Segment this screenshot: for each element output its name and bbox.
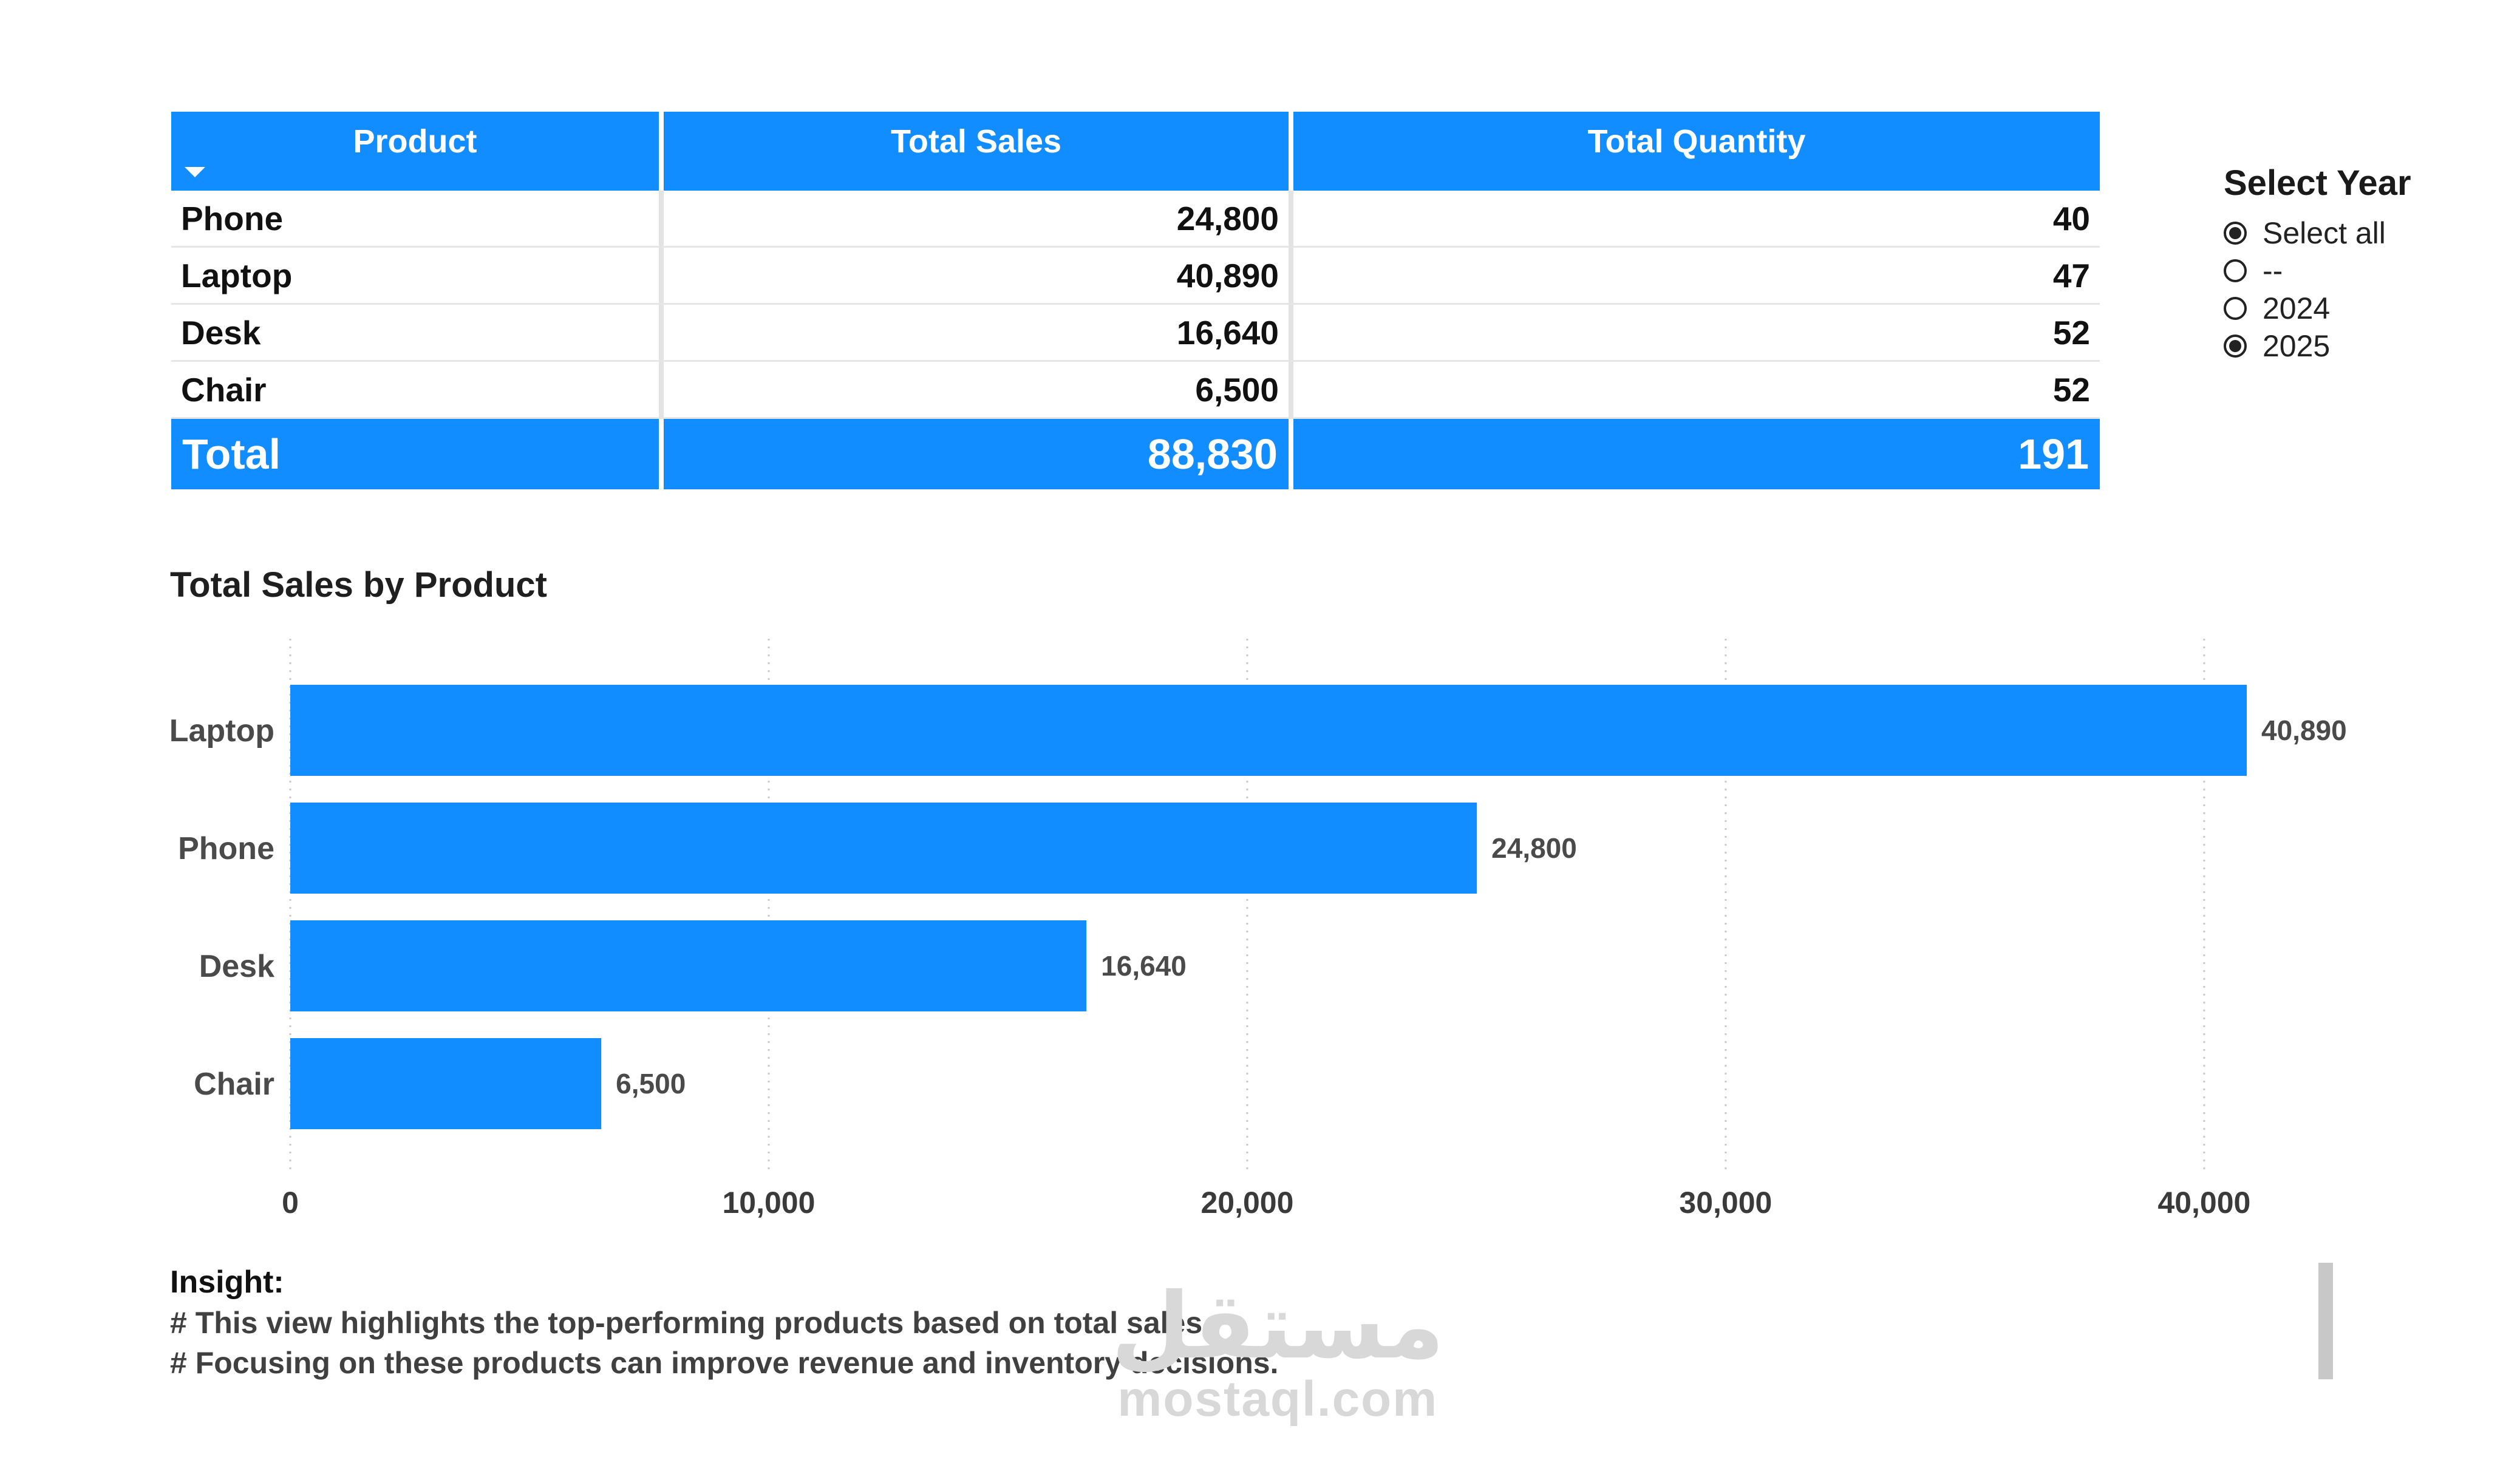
year-slicer: Select Year Select all -- 2024 2025 bbox=[2224, 163, 2479, 365]
bar[interactable] bbox=[290, 1038, 602, 1129]
cell-total-quantity: 40 bbox=[1289, 191, 2100, 248]
product-sales-table: Product Total Sales Total Quantity Phone… bbox=[171, 112, 2100, 489]
bar[interactable] bbox=[290, 803, 1477, 894]
slicer-option-2025[interactable]: 2025 bbox=[2224, 327, 2479, 365]
data-label: 6,500 bbox=[616, 1068, 686, 1099]
column-header-total-sales[interactable]: Total Sales bbox=[659, 112, 1289, 191]
slicer-option-blank[interactable]: -- bbox=[2224, 252, 2479, 290]
scrollbar-thumb[interactable] bbox=[2318, 1263, 2333, 1379]
table-row[interactable]: Chair 6,500 52 bbox=[171, 362, 2100, 419]
total-quantity-value: 191 bbox=[1289, 419, 2100, 489]
x-tick-label: 0 bbox=[282, 1186, 299, 1220]
x-tick-label: 30,000 bbox=[1679, 1186, 1772, 1220]
insight-title: Insight: bbox=[170, 1265, 284, 1300]
cell-product: Chair bbox=[171, 362, 659, 419]
column-header-label: Total Sales bbox=[890, 123, 1062, 160]
y-category-label: Phone bbox=[178, 831, 274, 866]
chart-title: Total Sales by Product bbox=[170, 565, 547, 605]
x-tick-label: 20,000 bbox=[1200, 1186, 1293, 1220]
radio-selected-icon[interactable] bbox=[2224, 335, 2247, 358]
data-label: 40,890 bbox=[2261, 715, 2347, 746]
column-header-product[interactable]: Product bbox=[171, 112, 659, 191]
cell-product: Desk bbox=[171, 305, 659, 362]
y-category-label: Chair bbox=[194, 1067, 274, 1102]
cell-total-sales: 24,800 bbox=[659, 191, 1289, 248]
total-sales-value: 88,830 bbox=[659, 419, 1289, 489]
data-label: 24,800 bbox=[1491, 832, 1577, 864]
bar[interactable] bbox=[290, 920, 1087, 1011]
cell-product: Laptop bbox=[171, 248, 659, 305]
slicer-option-label: 2025 bbox=[2263, 329, 2331, 363]
slicer-option-select-all[interactable]: Select all bbox=[2224, 214, 2479, 252]
bar[interactable] bbox=[290, 685, 2247, 776]
radio-selected-icon[interactable] bbox=[2224, 222, 2247, 245]
table-row[interactable]: Desk 16,640 52 bbox=[171, 305, 2100, 362]
radio-unselected-icon[interactable] bbox=[2224, 297, 2247, 320]
insight-box: Insight: # This view highlights the top-… bbox=[170, 1264, 1278, 1381]
column-header-label: Product bbox=[353, 123, 477, 160]
slicer-option-label: Select all bbox=[2263, 216, 2386, 250]
insight-line: # This view highlights the top-performin… bbox=[170, 1306, 1211, 1340]
table-row[interactable]: Laptop 40,890 47 bbox=[171, 248, 2100, 305]
radio-unselected-icon[interactable] bbox=[2224, 259, 2247, 282]
total-sales-bar-chart: 0 10,000 20,000 30,000 40,000 Laptop 40,890 Pho… bbox=[169, 639, 2347, 1220]
y-category-label: Laptop bbox=[169, 713, 274, 749]
slicer-option-2024[interactable]: 2024 bbox=[2224, 290, 2479, 327]
y-category-label: Desk bbox=[199, 949, 274, 984]
cell-total-sales: 6,500 bbox=[659, 362, 1289, 419]
slicer-title: Select Year bbox=[2224, 163, 2411, 203]
table-header-row: Product Total Sales Total Quantity bbox=[171, 112, 2100, 191]
cell-total-quantity: 52 bbox=[1289, 305, 2100, 362]
slicer-option-label: -- bbox=[2263, 254, 2283, 288]
total-label: Total bbox=[182, 430, 281, 478]
column-header-label: Total Quantity bbox=[1587, 123, 1806, 160]
x-tick-label: 10,000 bbox=[722, 1186, 815, 1220]
cell-total-sales: 40,890 bbox=[659, 248, 1289, 305]
sort-descending-icon[interactable] bbox=[185, 167, 205, 177]
slicer-option-label: 2024 bbox=[2263, 291, 2331, 325]
column-header-total-quantity[interactable]: Total Quantity bbox=[1289, 112, 2100, 191]
table-row[interactable]: Phone 24,800 40 bbox=[171, 191, 2100, 248]
table-total-row: Total 88,830 191 bbox=[171, 419, 2100, 489]
insight-line: # Focusing on these products can improve… bbox=[170, 1346, 1279, 1380]
x-tick-label: 40,000 bbox=[2157, 1186, 2250, 1220]
cell-total-quantity: 47 bbox=[1289, 248, 2100, 305]
data-label: 16,640 bbox=[1101, 950, 1187, 982]
cell-total-sales: 16,640 bbox=[659, 305, 1289, 362]
cell-product: Phone bbox=[171, 191, 659, 248]
cell-total-quantity: 52 bbox=[1289, 362, 2100, 419]
